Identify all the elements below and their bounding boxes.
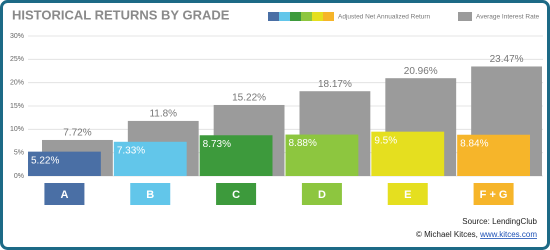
value-label: 23.47%	[490, 54, 524, 65]
value-label: 9.5%	[374, 135, 397, 146]
legend-swatch	[268, 12, 279, 21]
value-label: 18.17%	[318, 79, 352, 90]
y-tick-label: 30%	[10, 33, 24, 40]
value-label: 20.96%	[404, 66, 438, 77]
y-tick-label: 25%	[10, 56, 24, 63]
value-label: 7.72%	[63, 128, 91, 139]
bar	[285, 134, 359, 176]
x-tick-label: B	[146, 189, 154, 201]
legend-label: Average Interest Rate	[476, 14, 539, 21]
bar	[371, 131, 445, 176]
bar	[28, 151, 101, 176]
value-label: 11.8%	[149, 109, 177, 120]
value-label: 8.84%	[460, 138, 488, 149]
value-label: 8.73%	[203, 139, 231, 150]
credit: © Michael Kitces, www.kitces.com	[416, 230, 537, 239]
legend-swatch	[458, 12, 472, 21]
value-label: 15.22%	[232, 93, 266, 104]
category-box	[387, 183, 428, 205]
category-box	[473, 183, 514, 205]
category-box	[301, 183, 342, 205]
value-label: 5.22%	[31, 155, 59, 166]
y-tick-label: 0%	[14, 173, 24, 180]
category-box	[216, 183, 257, 205]
x-tick-label: A	[60, 189, 68, 201]
legend-swatch	[290, 12, 301, 21]
bar	[457, 134, 530, 176]
legend-label: Adjusted Net Annualized Return	[338, 14, 431, 21]
y-tick-label: 15%	[10, 103, 24, 110]
category-box	[130, 183, 171, 205]
chart-title: HISTORICAL RETURNS BY GRADE	[12, 7, 230, 22]
bar	[113, 141, 187, 176]
credit-text: © Michael Kitces,	[416, 230, 480, 239]
source: Source: LendingClub	[462, 217, 537, 226]
value-label: 7.33%	[117, 145, 145, 156]
y-tick-label: 5%	[14, 150, 24, 157]
legend-swatch	[279, 12, 290, 21]
legend-swatch	[323, 12, 334, 21]
x-tick-label: E	[404, 189, 411, 201]
x-tick-label: F + G	[480, 189, 508, 201]
credit-link[interactable]: www.kitces.com	[479, 230, 537, 239]
x-tick-label: C	[232, 189, 240, 201]
category-box	[44, 183, 85, 205]
legend-swatch	[312, 12, 323, 21]
legend-swatch	[301, 12, 312, 21]
y-tick-label: 10%	[10, 126, 24, 133]
value-label: 8.88%	[289, 138, 317, 149]
x-tick-label: D	[318, 189, 326, 201]
bar	[199, 135, 273, 176]
y-tick-label: 20%	[10, 80, 24, 87]
